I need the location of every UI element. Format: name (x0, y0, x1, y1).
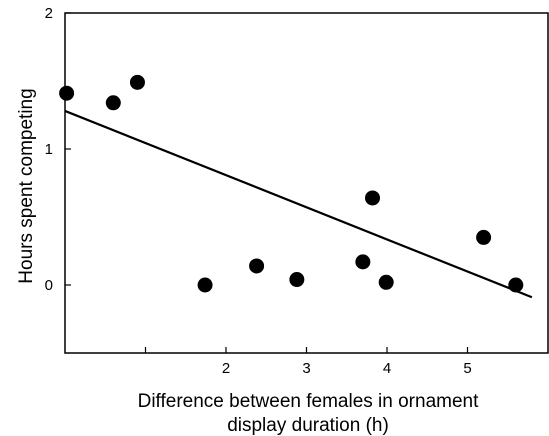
data-point-3 (197, 277, 213, 293)
x-axis-title-line-1: Difference between females in ornament (138, 391, 480, 412)
data-point-8 (378, 274, 394, 290)
data-point-1 (105, 95, 121, 111)
data-points (59, 74, 524, 293)
data-point-10 (508, 277, 524, 293)
y-tick-label-1: 1 (45, 141, 53, 158)
data-point-7 (365, 190, 381, 206)
data-point-2 (129, 74, 145, 90)
data-point-9 (476, 229, 492, 245)
tick-labels: 2 3 4 5 0 1 2 (45, 5, 472, 377)
data-point-0 (59, 85, 75, 101)
x-axis-title-line-2: display duration (h) (227, 415, 389, 436)
x-tick-label-2: 3 (302, 360, 310, 377)
data-point-4 (249, 258, 265, 274)
data-point-6 (355, 254, 371, 270)
data-point-5 (289, 272, 305, 288)
y-tick-label-2: 2 (45, 5, 53, 22)
trend-line (64, 109, 533, 299)
plot-frame (64, 12, 549, 354)
y-tick-label-0: 0 (45, 277, 53, 294)
x-tick-label-1: 2 (222, 360, 230, 377)
axis-ticks (65, 12, 469, 353)
x-tick-label-3: 4 (383, 360, 391, 377)
x-tick-label-4: 5 (463, 360, 471, 377)
y-axis-title: Hours spent competing (16, 88, 37, 283)
